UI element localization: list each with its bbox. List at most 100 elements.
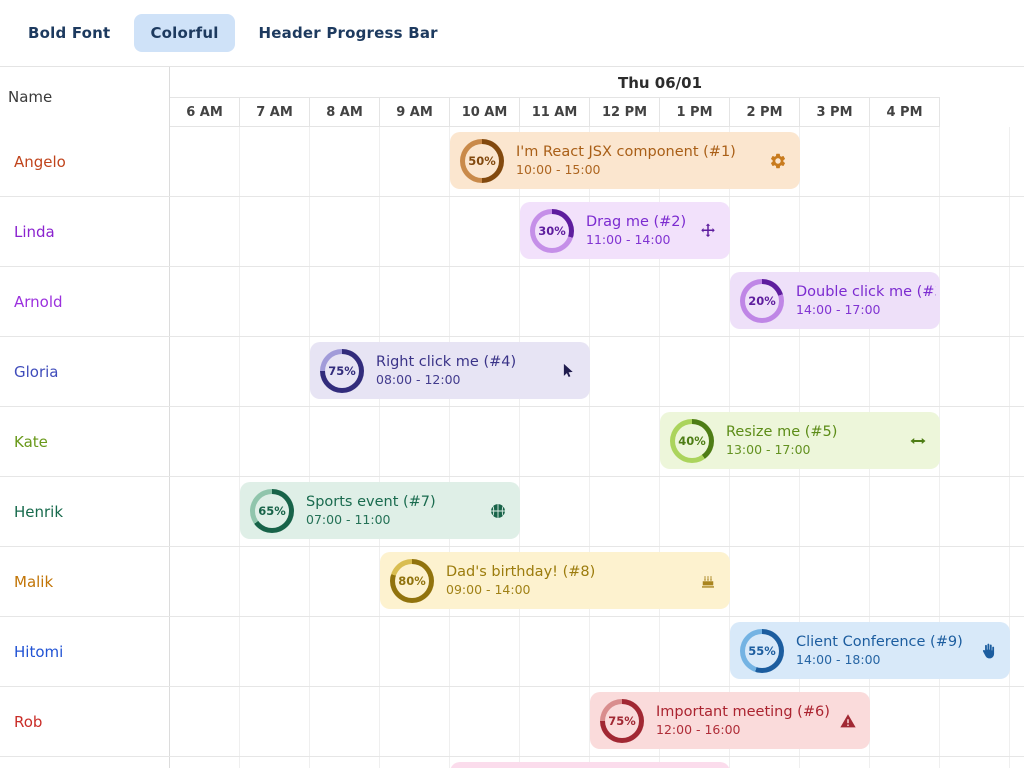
event-title: Double click me (#3) (796, 284, 936, 300)
hour-header: 9 AM (380, 98, 450, 126)
hour-header: 11 AM (520, 98, 590, 126)
event-time: 14:00 - 17:00 (796, 302, 881, 317)
hour-header: 4 PM (870, 98, 940, 126)
event[interactable]: 40% Resize me (#5) 13:00 - 17:00 (660, 412, 940, 469)
hand-icon[interactable] (979, 642, 997, 660)
progress-percent: 75% (605, 703, 639, 738)
resource-name: Rob (0, 687, 170, 756)
resource-name: Arnold (0, 267, 170, 336)
progress-percent: 55% (745, 633, 779, 668)
event[interactable]: 20% Double click me (#3) 14:00 - 17:00 (730, 272, 940, 329)
progress-ring: 50% (460, 138, 504, 183)
event[interactable]: 65% Sports event (#7) 07:00 - 11:00 (240, 482, 520, 539)
hour-header: 3 PM (800, 98, 870, 126)
hour-header: 1 PM (660, 98, 730, 126)
row-timeline[interactable]: 30% Drag me (#2) 11:00 - 14:00 (170, 197, 1024, 266)
event-title: Client Conference (#9) (796, 634, 963, 650)
event-time: 14:00 - 18:00 (796, 652, 881, 667)
event-text: Resize me (#5) 13:00 - 17:00 (726, 423, 910, 458)
progress-percent: 20% (745, 283, 779, 318)
event-text: Important meeting (#6) 12:00 - 16:00 (656, 703, 840, 738)
row-timeline[interactable]: 65% Sports event (#7) 07:00 - 11:00 (170, 477, 1024, 546)
row-timeline[interactable]: 40% Resize me (#5) 13:00 - 17:00 (170, 407, 1024, 476)
hour-header: 12 PM (590, 98, 660, 126)
gear-icon[interactable] (769, 152, 787, 170)
event-title: Sports event (#7) (306, 494, 436, 510)
event-title: Drag me (#2) (586, 214, 687, 230)
hour-header: 10 AM (450, 98, 520, 126)
event-time: 07:00 - 11:00 (306, 512, 391, 527)
cake-icon (699, 572, 717, 590)
event[interactable]: 30% Drag me (#2) 11:00 - 14:00 (520, 202, 730, 259)
basketball-icon (489, 502, 507, 520)
resource-name: Kate (0, 407, 170, 476)
hour-header: 7 AM (240, 98, 310, 126)
event[interactable]: 55% Client Conference (#9) 14:00 - 18:00 (730, 622, 1010, 679)
event[interactable]: 75% Right click me (#4) 08:00 - 12:00 (310, 342, 590, 399)
scheduler-row: Henrik 65% Sports event (#7) 07:00 - 11:… (0, 477, 1024, 547)
resource-name: Hitomi (0, 617, 170, 686)
progress-ring: 20% (740, 278, 784, 323)
event-title: I'm React JSX component (#1) (516, 144, 736, 160)
colorful-button[interactable]: Colorful (134, 14, 235, 52)
progress-percent: 65% (255, 493, 289, 528)
event-text: Right click me (#4) 08:00 - 12:00 (376, 353, 560, 388)
event-time: 10:00 - 15:00 (516, 162, 601, 177)
event[interactable]: 50% I'm React JSX component (#1) 10:00 -… (450, 132, 800, 189)
header-progress-bar-button[interactable]: Header Progress Bar (243, 14, 454, 52)
resource-name: Angelo (0, 127, 170, 196)
event-text: I'm React JSX component (#1) 10:00 - 15:… (516, 143, 770, 178)
row-timeline[interactable] (170, 757, 1024, 768)
event-text: Client Conference (#9) 14:00 - 18:00 (796, 633, 980, 668)
event-title: Dad's birthday! (#8) (446, 564, 596, 580)
event-title: Right click me (#4) (376, 354, 517, 370)
progress-ring: 80% (390, 558, 434, 603)
row-timeline[interactable]: 55% Client Conference (#9) 14:00 - 18:00 (170, 617, 1024, 686)
scheduler-row: Angelo 50% I'm React JSX component (#1) … (0, 127, 1024, 197)
hour-header: 8 AM (310, 98, 380, 126)
hour-header: 2 PM (730, 98, 800, 126)
progress-percent: 50% (465, 143, 499, 178)
row-timeline[interactable]: 75% Important meeting (#6) 12:00 - 16:00 (170, 687, 1024, 756)
row-timeline[interactable]: 20% Double click me (#3) 14:00 - 17:00 (170, 267, 1024, 336)
scheduler-body: Angelo 50% I'm React JSX component (#1) … (0, 127, 1024, 768)
progress-percent: 40% (675, 423, 709, 458)
time-header: Thu 06/01 6 AM 7 AM 8 AM 9 AM 10 AM 11 AM 12 P… (170, 67, 1024, 127)
event-time: 09:00 - 14:00 (446, 582, 531, 597)
hours-row: 6 AM 7 AM 8 AM 9 AM 10 AM 11 AM 12 PM 1 PM 2 PM 3… (170, 97, 940, 127)
move-icon[interactable] (699, 222, 717, 240)
scheduler-row: Kate 40% Resize me (#5) 13:00 - 17:00 (0, 407, 1024, 477)
resource-name: Henrik (0, 477, 170, 546)
event-text: Dad's birthday! (#8) 09:00 - 14:00 (446, 563, 700, 598)
resource-name (0, 757, 170, 768)
scheduler-row: Gloria 75% Right click me (#4) 08:00 - 1… (0, 337, 1024, 407)
event[interactable] (450, 762, 730, 768)
event-time: 08:00 - 12:00 (376, 372, 461, 387)
bold-font-button[interactable]: Bold Font (12, 14, 126, 52)
resource-name: Malik (0, 547, 170, 616)
resize-horizontal-icon[interactable] (909, 432, 927, 450)
progress-ring: 65% (250, 488, 294, 533)
progress-ring: 40% (670, 418, 714, 463)
event-title: Important meeting (#6) (656, 704, 830, 720)
event-text: Double click me (#3) 14:00 - 17:00 (796, 283, 936, 318)
row-timeline[interactable]: 50% I'm React JSX component (#1) 10:00 -… (170, 127, 1024, 196)
resource-name: Linda (0, 197, 170, 266)
scheduler-header: Name Thu 06/01 6 AM 7 AM 8 AM 9 AM 10 AM 11 A… (0, 67, 1024, 127)
event-text: Sports event (#7) 07:00 - 11:00 (306, 493, 490, 528)
event-title: Resize me (#5) (726, 424, 838, 440)
scheduler-row: Rob 75% Important meeting (#6) 12:00 - 1… (0, 687, 1024, 757)
toolbar: Bold Font Colorful Header Progress Bar (0, 0, 1024, 67)
hour-header: 6 AM (170, 98, 240, 126)
progress-ring: 55% (740, 628, 784, 673)
row-timeline[interactable]: 80% Dad's birthday! (#8) 09:00 - 14:00 (170, 547, 1024, 616)
row-timeline[interactable]: 75% Right click me (#4) 08:00 - 12:00 (170, 337, 1024, 406)
cursor-icon (559, 362, 577, 380)
date-label: Thu 06/01 (617, 74, 703, 92)
date-row: Thu 06/01 (170, 67, 1024, 97)
scheduler: Name Thu 06/01 6 AM 7 AM 8 AM 9 AM 10 AM 11 A… (0, 67, 1024, 768)
event[interactable]: 80% Dad's birthday! (#8) 09:00 - 14:00 (380, 552, 730, 609)
scheduler-row: Arnold 20% Double click me (#3) 14:00 - … (0, 267, 1024, 337)
event[interactable]: 75% Important meeting (#6) 12:00 - 16:00 (590, 692, 870, 749)
